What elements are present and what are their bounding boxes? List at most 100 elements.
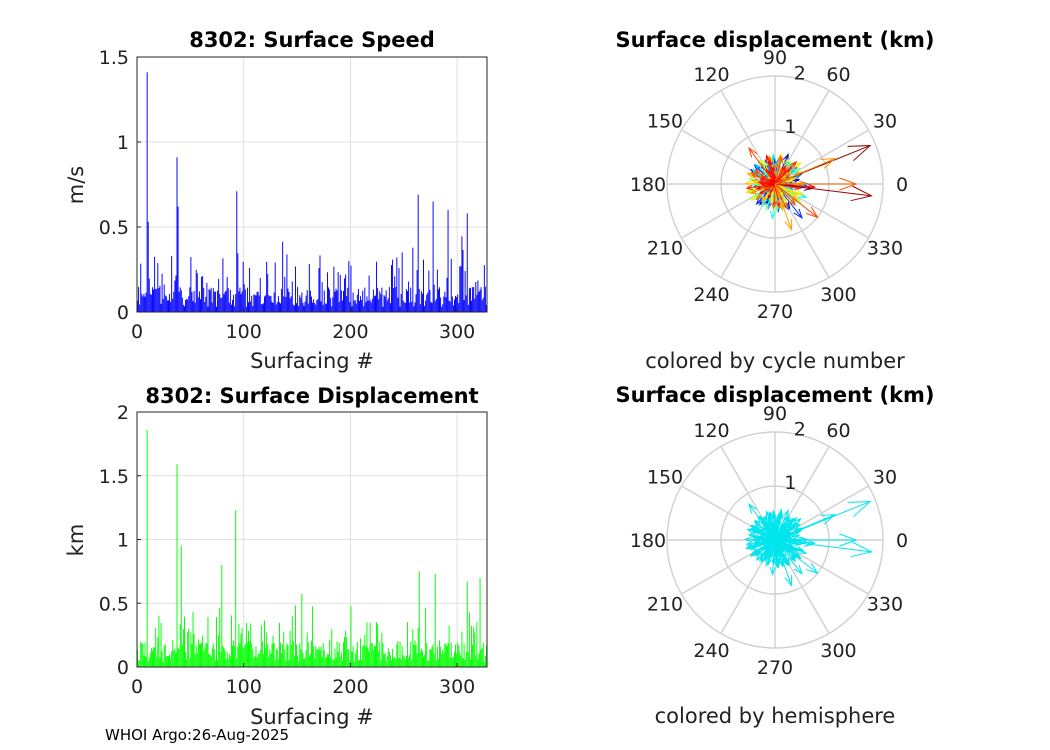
vector-head (755, 185, 761, 190)
bar (313, 299, 315, 312)
vector-head (791, 190, 799, 196)
bar (206, 283, 208, 312)
bar (241, 291, 243, 312)
vector-head (793, 517, 802, 526)
bar (164, 644, 166, 667)
bar (404, 659, 406, 667)
bar (410, 641, 412, 667)
bar (241, 627, 243, 667)
bar (437, 289, 439, 312)
vector-head (847, 501, 872, 518)
polar-cycle-subtitle: colored by cycle number (645, 349, 905, 373)
angle-label: 0 (896, 174, 908, 196)
bar (169, 654, 171, 667)
bar (299, 295, 301, 312)
bar (437, 658, 439, 667)
vector-head (770, 197, 775, 203)
bar (259, 278, 261, 312)
vector-shaft (760, 178, 776, 185)
bar (175, 275, 177, 312)
bar (255, 295, 257, 312)
vector-head (760, 200, 767, 208)
bar (294, 605, 296, 667)
bar (451, 658, 453, 667)
angle-label: 330 (867, 238, 903, 260)
bar (191, 644, 193, 667)
bar (471, 300, 473, 312)
bar (379, 642, 381, 667)
bar (220, 297, 222, 312)
bar (275, 304, 277, 312)
bar (331, 629, 333, 667)
bar (189, 658, 191, 667)
bar (256, 657, 258, 667)
bar (244, 644, 246, 667)
bar (423, 656, 424, 667)
bar (335, 657, 337, 667)
bar (212, 643, 214, 667)
displacement-x-axis-label: Surfacing # (250, 705, 374, 729)
bar (293, 655, 295, 667)
vector-head (759, 199, 765, 206)
bar (346, 637, 348, 667)
bar (308, 264, 310, 312)
bar (353, 661, 355, 667)
bar (194, 302, 196, 312)
bar (200, 643, 201, 667)
bar (225, 659, 227, 667)
bar (329, 289, 331, 312)
bar (398, 658, 400, 667)
bar (193, 290, 195, 312)
vector-head (806, 562, 819, 575)
bar (290, 644, 292, 667)
bar (407, 291, 408, 312)
bar (304, 657, 306, 667)
vector-shaft (774, 524, 791, 541)
bar (458, 645, 460, 667)
vector-head (749, 189, 757, 194)
bar (300, 297, 302, 312)
bar (456, 297, 458, 312)
bar (139, 660, 141, 667)
footer-credit: WHOI Argo:26-Aug-2025 (105, 726, 289, 744)
bar (288, 659, 290, 667)
bar (378, 651, 380, 667)
vector-shaft (774, 168, 791, 185)
vector-head (755, 550, 762, 557)
bar (373, 296, 375, 312)
bar (410, 287, 412, 312)
plot-frame (136, 56, 488, 313)
vector-head (782, 153, 789, 162)
bar (363, 306, 365, 312)
bar (140, 641, 142, 667)
bar (213, 649, 215, 667)
bar (239, 287, 241, 312)
polar-spoke (774, 485, 869, 541)
bar (385, 661, 387, 667)
bar (169, 294, 171, 312)
bar (378, 299, 380, 312)
vector-shaft (756, 539, 776, 546)
bar (191, 291, 193, 312)
bar (290, 296, 292, 312)
bar (177, 647, 179, 667)
bar (190, 632, 192, 667)
bar (245, 622, 247, 667)
bar (195, 645, 197, 667)
bar (170, 301, 172, 312)
vector-head (751, 179, 758, 184)
bar (466, 581, 468, 667)
bar (225, 290, 227, 312)
vector-head (765, 510, 771, 519)
bar (368, 275, 370, 312)
bar (141, 294, 143, 312)
bar (223, 647, 225, 667)
bar (450, 258, 452, 312)
bar (468, 612, 470, 667)
bar (179, 624, 181, 667)
displacement-chart-title: 8302: Surface Displacement (145, 384, 478, 408)
displacement-vector (755, 539, 776, 546)
polar-hemisphere-title: Surface displacement (km) (615, 383, 934, 407)
vector-head (758, 190, 764, 195)
bar (334, 648, 336, 667)
